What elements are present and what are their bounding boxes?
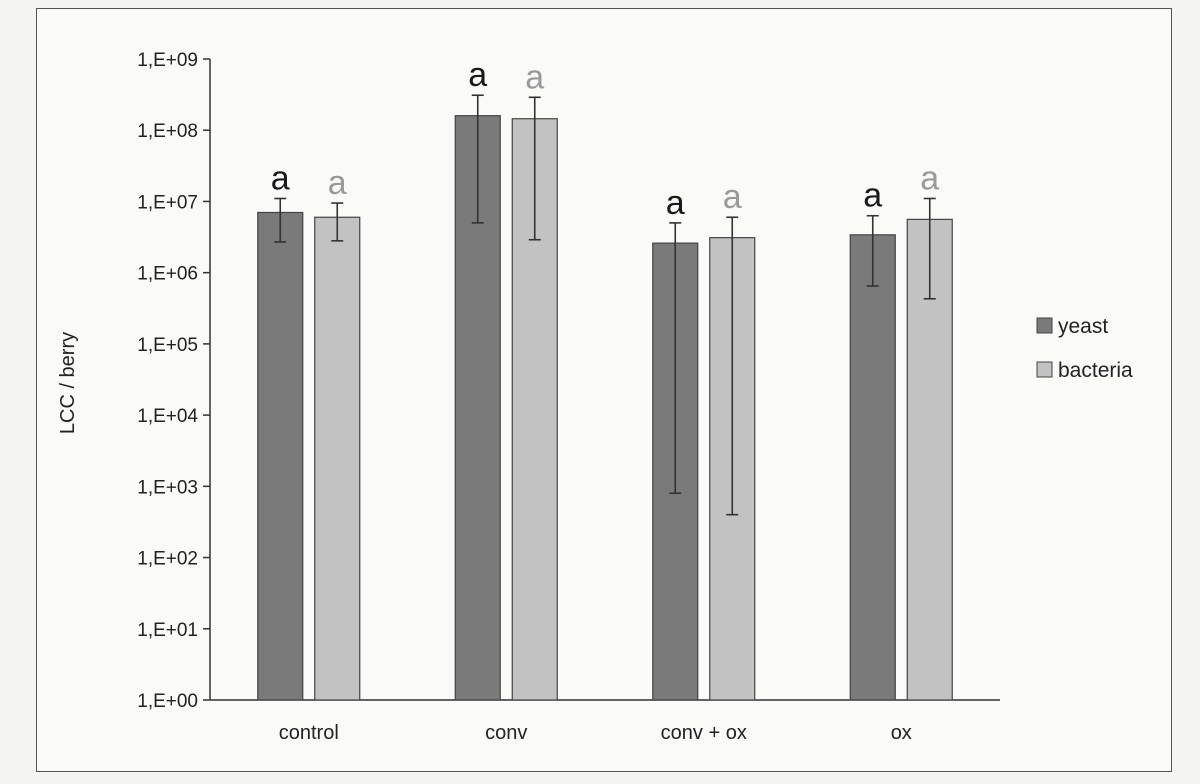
y-tick-label: 1,E+07 [137,192,198,213]
y-axis-label: LCC / berry [57,332,79,434]
significance-letter: a [328,164,347,202]
x-axis: control conv conv + ox ox [210,699,1000,744]
significance-letter: a [920,159,939,197]
x-category-label: ox [891,722,912,744]
y-tick-label: 1,E+09 [137,50,198,71]
chart-frame [36,8,1172,772]
significance-letters-group: a aa aa a a a [271,56,940,222]
bars-group [257,115,953,701]
y-axis: 1,E+00 1,E+01 1,E+02 1,E+03 1,E+04 1,E+05 1,E+… [137,50,211,712]
significance-letter: a [525,58,544,96]
y-tick-label: 1,E+01 [137,620,198,641]
legend: yeast bacteria [1036,315,1133,382]
significance-letter: a [723,178,742,216]
legend-label-yeast: yeast [1058,315,1108,338]
x-category-label: conv [485,722,527,744]
significance-letter: a [271,159,290,197]
bar-yeast [257,211,304,701]
y-tick-label: 1,E+03 [137,477,198,498]
y-tick-label: 1,E+05 [137,335,198,356]
y-tick-label: 1,E+06 [137,264,198,285]
error-bars-group [274,94,936,516]
significance-letter: a [863,177,882,215]
x-category-label: conv + ox [661,722,747,744]
y-tick-label: 1,E+02 [137,549,198,570]
legend-label-bacteria: bacteria [1058,359,1133,382]
y-tick-label: 1,E+04 [137,406,198,427]
legend-swatch-yeast [1036,317,1053,334]
significance-letter: a [666,184,685,222]
significance-letter: a [468,56,487,94]
x-category-label: control [279,722,339,744]
y-tick-label: 1,E+00 [137,691,198,712]
bar-bacteria [314,216,361,701]
bar-yeast [849,234,896,701]
legend-swatch-bacteria [1036,361,1053,378]
y-tick-label: 1,E+08 [137,121,198,142]
